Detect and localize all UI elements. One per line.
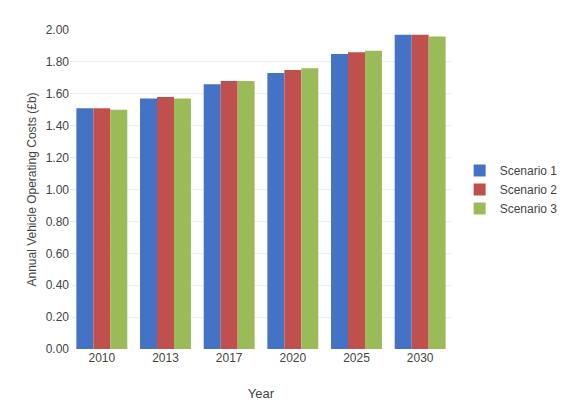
svg-text:2010: 2010 [88, 351, 115, 365]
svg-text:2.00: 2.00 [46, 23, 70, 37]
svg-text:1.80: 1.80 [46, 55, 70, 69]
svg-text:0.80: 0.80 [46, 215, 70, 229]
svg-text:0.60: 0.60 [46, 247, 70, 261]
svg-text:0.40: 0.40 [46, 278, 70, 292]
svg-text:Scenario 2: Scenario 2 [500, 183, 558, 197]
svg-text:2030: 2030 [407, 351, 434, 365]
svg-text:1.00: 1.00 [46, 183, 70, 197]
svg-text:Scenario 1: Scenario 1 [500, 164, 558, 178]
svg-text:0.20: 0.20 [46, 310, 70, 324]
svg-text:2013: 2013 [152, 351, 179, 365]
svg-text:Annual Vehicle Operating Costs: Annual Vehicle Operating Costs (£b) [25, 92, 39, 286]
svg-text:1.60: 1.60 [46, 87, 70, 101]
svg-text:0.00: 0.00 [46, 342, 70, 356]
svg-text:Year: Year [248, 386, 275, 401]
svg-text:2017: 2017 [216, 351, 243, 365]
svg-text:2020: 2020 [279, 351, 306, 365]
svg-text:1.20: 1.20 [46, 151, 70, 165]
svg-text:2025: 2025 [343, 351, 370, 365]
svg-text:1.40: 1.40 [46, 119, 70, 133]
svg-text:Scenario 3: Scenario 3 [500, 202, 558, 216]
